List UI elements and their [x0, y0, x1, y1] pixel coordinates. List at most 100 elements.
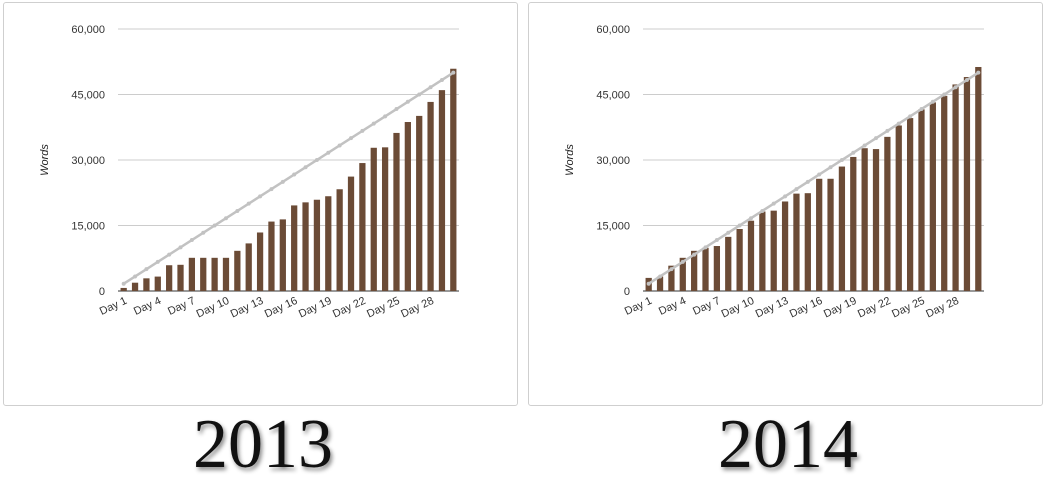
bar — [770, 210, 777, 291]
target-point — [953, 85, 958, 90]
y-tick-label: 0 — [624, 286, 630, 298]
x-tick-label: Day 16 — [263, 295, 300, 321]
bar — [291, 205, 298, 291]
bar — [736, 228, 743, 291]
bar — [804, 193, 811, 291]
target-point — [680, 259, 685, 264]
x-tick-label: Day 13 — [229, 295, 266, 321]
x-tick-label: Day 7 — [166, 295, 197, 318]
x-tick-label: Day 28 — [399, 295, 436, 321]
target-point — [862, 143, 867, 148]
target-point — [703, 245, 708, 250]
target-point — [896, 121, 901, 126]
target-point — [851, 150, 856, 155]
x-tick-label: Day 10 — [720, 295, 757, 321]
bar — [336, 189, 343, 291]
target-point — [178, 245, 183, 250]
target-point — [269, 187, 274, 192]
x-tick-label: Day 4 — [132, 295, 163, 318]
bar — [668, 265, 675, 291]
bar — [691, 250, 698, 291]
x-tick-label: Day 1 — [98, 295, 129, 318]
bar — [166, 265, 173, 291]
bar — [759, 211, 766, 291]
y-axis-label: Words — [39, 144, 51, 176]
bar — [827, 178, 834, 291]
target-point — [771, 201, 776, 206]
target-point — [360, 128, 365, 133]
bar — [416, 115, 423, 291]
bar — [850, 156, 857, 291]
bar — [268, 221, 275, 291]
y-tick-label: 15,000 — [71, 221, 105, 233]
target-point — [748, 216, 753, 221]
target-point — [223, 216, 228, 221]
bar — [302, 202, 309, 291]
target-point — [371, 121, 376, 126]
y-tick-label: 45,000 — [71, 90, 105, 102]
bar — [279, 219, 286, 291]
target-point — [451, 70, 456, 75]
target-point — [783, 194, 788, 199]
target-point — [133, 274, 138, 279]
bar — [222, 257, 230, 291]
x-tick-label: Day 16 — [788, 295, 825, 321]
x-tick-label: Day 25 — [365, 295, 402, 321]
x-tick-label: Day 28 — [924, 295, 961, 321]
bar — [177, 264, 184, 291]
target-point — [817, 172, 822, 177]
target-point — [964, 77, 969, 82]
x-tick-label: Day 10 — [195, 295, 232, 321]
target-point — [908, 114, 913, 119]
bar — [679, 257, 686, 291]
x-tick-label: Day 4 — [657, 295, 688, 318]
target-point — [201, 230, 206, 235]
target-point — [303, 165, 308, 170]
bar — [713, 246, 721, 291]
target-point — [144, 267, 149, 272]
target-point — [439, 77, 444, 82]
y-tick-label: 15,000 — [596, 221, 630, 233]
chart-panel-2014: 0 15,000 30,000 45,000 60,000 Words Day 1 Day 4… — [528, 2, 1043, 406]
bar — [872, 149, 880, 291]
x-tick-label: Day 1 — [623, 295, 654, 318]
target-point — [726, 230, 731, 235]
target-point — [737, 223, 742, 228]
year-label-2014: 2014 — [718, 406, 858, 483]
x-tick-label: Day 19 — [822, 295, 859, 321]
bar — [918, 109, 925, 291]
target-point — [669, 267, 674, 272]
target-point — [246, 201, 251, 206]
bar — [952, 84, 959, 291]
bar — [450, 68, 457, 291]
bar — [188, 257, 196, 291]
target-point — [121, 281, 126, 286]
y-tick-label: 45,000 — [596, 90, 630, 102]
bar — [656, 276, 664, 291]
target-point — [292, 172, 297, 177]
x-tick-label: Day 13 — [754, 295, 791, 321]
target-point — [167, 252, 172, 257]
x-tick-label: Day 19 — [297, 295, 334, 321]
year-label-2013: 2013 — [193, 406, 333, 483]
bar — [975, 66, 982, 291]
bar — [861, 148, 868, 291]
bar — [211, 257, 218, 291]
y-tick-label: 30,000 — [596, 155, 630, 167]
target-point — [942, 92, 947, 97]
bar — [725, 236, 732, 291]
y-tick-label: 0 — [99, 286, 105, 298]
target-point — [314, 157, 319, 162]
bar — [313, 199, 321, 291]
target-point — [976, 70, 981, 75]
bar — [325, 196, 332, 291]
bar — [906, 118, 914, 291]
target-pace-line — [123, 71, 454, 285]
bar — [143, 278, 150, 291]
bar — [963, 77, 971, 292]
bar — [370, 147, 377, 291]
target-point — [383, 114, 388, 119]
bar — [404, 122, 411, 291]
bar — [438, 90, 446, 291]
target-point — [155, 259, 160, 264]
